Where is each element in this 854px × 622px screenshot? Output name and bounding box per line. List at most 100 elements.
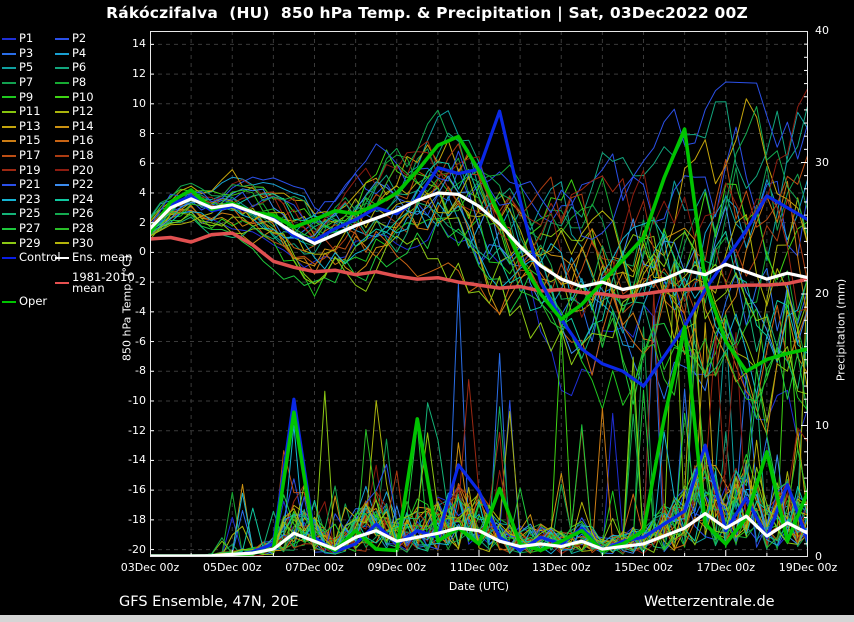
legend-label: P18 [72, 148, 94, 163]
legend-label: Control [19, 250, 61, 265]
legend-entry-p17: P17 [2, 149, 41, 163]
legend-label: P16 [72, 133, 94, 148]
ensemble-member-temp-line [150, 201, 808, 396]
temp-tick-label: -16 [128, 483, 146, 497]
legend-swatch [55, 257, 69, 259]
ensemble-member-temp-line [150, 150, 808, 315]
legend-swatch [55, 154, 69, 157]
ens-mean-precip-line [150, 512, 808, 557]
legend-label: P14 [72, 118, 94, 133]
legend-entry-p29: P29 [2, 236, 41, 250]
temp-tick-label: -8 [135, 364, 146, 378]
legend-entry-p9: P9 [2, 90, 33, 104]
legend-entry-p30: P30 [55, 236, 94, 250]
legend-swatch [55, 111, 69, 113]
date-tick-label: 09Dec 00z [367, 561, 427, 574]
page-title: Rákóczifalva (HU) 850 hPa Temp. & Precip… [106, 4, 748, 22]
legend-swatch [2, 52, 16, 55]
legend-label: P5 [19, 60, 34, 75]
temp-tick-label: -18 [128, 512, 146, 526]
legend-entry-p13: P13 [2, 120, 41, 134]
ensemble-plot [150, 31, 808, 557]
temp-tick-label: -6 [135, 334, 146, 348]
legend-swatch [55, 140, 69, 143]
legend-label: P23 [19, 191, 41, 206]
legend-entry-p21: P21 [2, 178, 41, 192]
legend-entry-p10: P10 [55, 90, 94, 104]
date-tick-label: 11Dec 00z [449, 561, 509, 574]
legend-label: P3 [19, 45, 34, 60]
legend-swatch [55, 38, 69, 40]
legend-label: P10 [72, 89, 94, 104]
legend-label: P11 [19, 104, 41, 119]
legend-entry-ens-mean: Ens. mean [55, 251, 132, 265]
legend-swatch [2, 227, 16, 230]
legend-label: P2 [72, 31, 87, 46]
legend-label: 1981-2010 mean [72, 269, 135, 295]
legend-entry-p23: P23 [2, 193, 41, 207]
legend-swatch [2, 198, 16, 201]
precip-tick-label: 0 [815, 550, 822, 563]
legend-entry-p2: P2 [55, 32, 86, 46]
legend-label: P4 [72, 45, 87, 60]
legend-label: P25 [19, 206, 41, 221]
legend-entry-p19: P19 [2, 163, 41, 177]
temp-tick-label: 14 [132, 37, 146, 51]
legend-swatch [55, 242, 69, 245]
legend-swatch [2, 67, 16, 70]
legend-swatch [2, 125, 16, 128]
legend-entry-p12: P12 [55, 105, 94, 119]
bottom-strip [0, 615, 854, 622]
legend-entry-p8: P8 [55, 76, 86, 90]
legend-label: P1 [19, 31, 34, 46]
legend-entry-1981-2010-mean: 1981-2010 mean [55, 271, 144, 295]
legend-entry-p11: P11 [2, 105, 41, 119]
legend-entry-p3: P3 [2, 47, 33, 61]
legend-swatch [55, 184, 69, 186]
temp-tick-label: 2 [139, 215, 146, 229]
legend-entry-p15: P15 [2, 134, 41, 148]
legend-swatch [2, 96, 16, 99]
legend-label: P29 [19, 235, 41, 250]
temp-axis-title: 850 hPa Temp. (°C) [120, 255, 134, 361]
legend-entry-p20: P20 [55, 163, 94, 177]
legend-entry-p6: P6 [55, 61, 86, 75]
legend-label: P30 [72, 235, 94, 250]
legend-entry-p24: P24 [55, 193, 94, 207]
footer-site-name: Wetterzentrale.de [644, 594, 775, 610]
legend-swatch [55, 213, 69, 216]
legend-label: P9 [19, 89, 34, 104]
legend-swatch [55, 169, 69, 172]
legend-swatch [55, 81, 69, 84]
legend-label: P28 [72, 221, 94, 236]
legend-label: P24 [72, 191, 94, 206]
legend-swatch [2, 242, 16, 245]
ens-mean-temp-line [150, 191, 808, 292]
legend-entry-control: Control [2, 251, 61, 265]
plot-area [150, 31, 808, 557]
legend-swatch [2, 184, 16, 186]
ensemble-member-temp-line [150, 202, 808, 390]
legend-swatch [55, 96, 69, 99]
legend-swatch [2, 38, 16, 40]
legend-entry-p26: P26 [55, 207, 94, 221]
legend-label: Oper [19, 294, 48, 309]
legend-swatch [55, 282, 69, 284]
legend-swatch [2, 154, 16, 157]
legend-label: P22 [72, 177, 94, 192]
legend-entry-p1: P1 [2, 32, 33, 46]
legend-swatch [2, 140, 16, 143]
legend-label: P19 [19, 162, 41, 177]
legend-entry-p28: P28 [55, 222, 94, 236]
ensemble-member-temp-line [150, 181, 808, 370]
date-tick-label: 17Dec 00z [696, 561, 756, 574]
date-tick-label: 13Dec 00z [531, 561, 591, 574]
legend-swatch [2, 213, 16, 216]
temp-tick-label: 0 [139, 245, 146, 259]
legend-swatch [55, 227, 69, 230]
temp-tick-label: 4 [139, 185, 146, 199]
legend-label: P21 [19, 177, 41, 192]
date-tick-label: 03Dec 00z [120, 561, 180, 574]
climate-mean-line [150, 231, 808, 299]
